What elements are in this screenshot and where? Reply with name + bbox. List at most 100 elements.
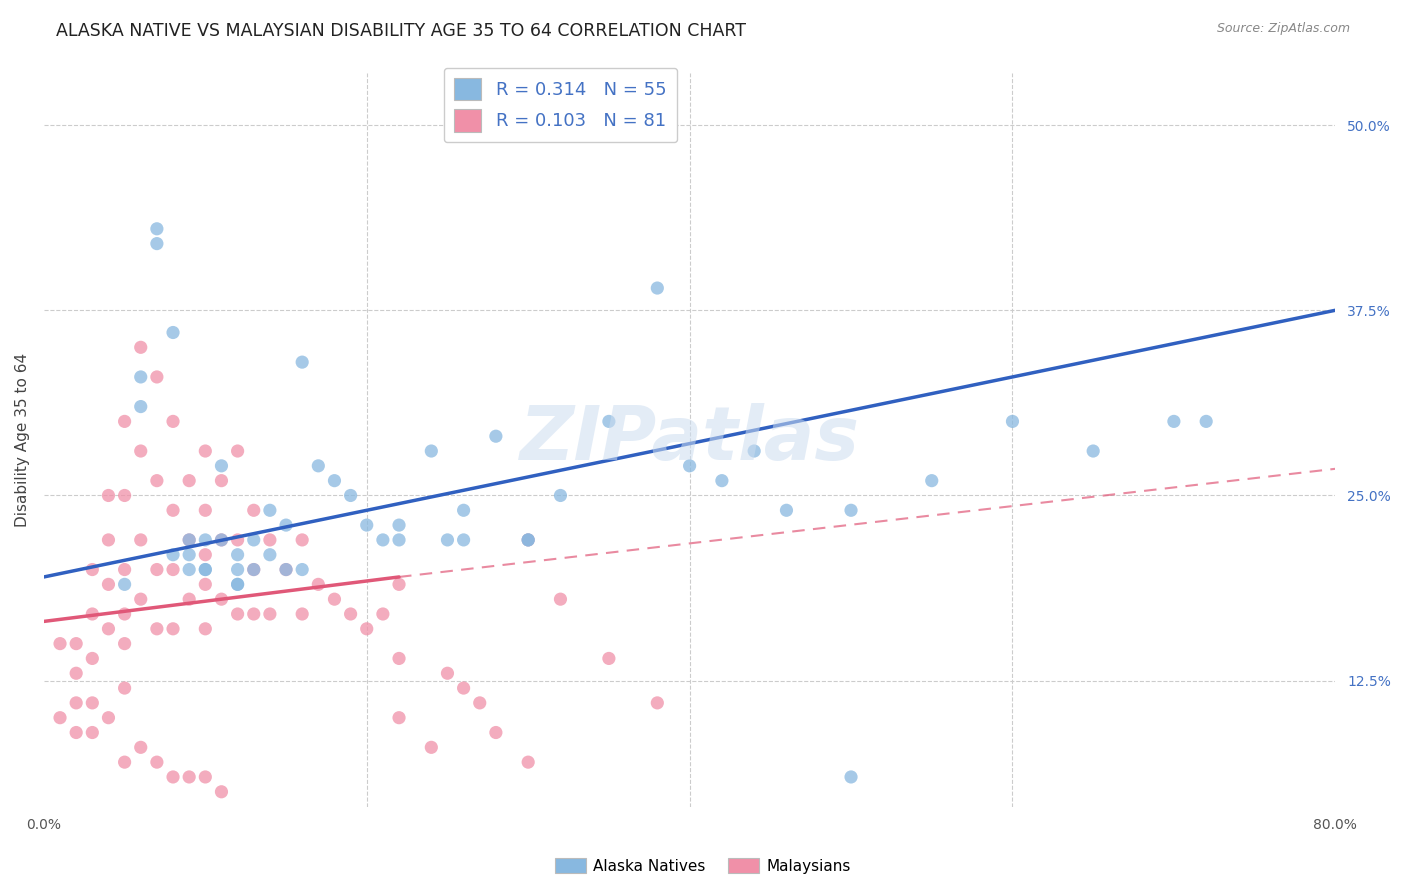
Point bbox=[274, 563, 297, 577]
Point bbox=[194, 548, 217, 562]
Point bbox=[179, 563, 201, 577]
Point bbox=[146, 622, 169, 636]
Point bbox=[114, 577, 136, 591]
Point bbox=[162, 414, 184, 428]
Point bbox=[550, 488, 572, 502]
Point bbox=[388, 533, 411, 547]
Point bbox=[436, 666, 458, 681]
Point bbox=[242, 503, 264, 517]
Point bbox=[291, 563, 314, 577]
Point bbox=[114, 637, 136, 651]
Point bbox=[242, 533, 264, 547]
Point bbox=[162, 770, 184, 784]
Point bbox=[97, 711, 120, 725]
Point bbox=[291, 533, 314, 547]
Point bbox=[307, 577, 329, 591]
Point bbox=[146, 370, 169, 384]
Point bbox=[226, 533, 249, 547]
Point bbox=[97, 533, 120, 547]
Point bbox=[146, 221, 169, 235]
Point bbox=[211, 533, 233, 547]
Point bbox=[194, 622, 217, 636]
Point bbox=[517, 533, 540, 547]
Point bbox=[97, 622, 120, 636]
Point bbox=[371, 607, 394, 621]
Point bbox=[339, 488, 361, 502]
Point bbox=[194, 503, 217, 517]
Point bbox=[291, 607, 314, 621]
Point bbox=[453, 681, 475, 695]
Point bbox=[194, 563, 217, 577]
Point bbox=[388, 577, 411, 591]
Point bbox=[226, 444, 249, 458]
Point bbox=[598, 651, 620, 665]
Point bbox=[114, 755, 136, 769]
Point bbox=[129, 740, 152, 755]
Point bbox=[82, 607, 104, 621]
Point bbox=[921, 474, 943, 488]
Point bbox=[179, 474, 201, 488]
Point bbox=[114, 414, 136, 428]
Point bbox=[226, 563, 249, 577]
Point bbox=[162, 563, 184, 577]
Point bbox=[517, 533, 540, 547]
Point bbox=[82, 651, 104, 665]
Point bbox=[678, 458, 700, 473]
Legend: R = 0.314   N = 55, R = 0.103   N = 81: R = 0.314 N = 55, R = 0.103 N = 81 bbox=[443, 68, 678, 143]
Point bbox=[114, 563, 136, 577]
Point bbox=[114, 488, 136, 502]
Text: Source: ZipAtlas.com: Source: ZipAtlas.com bbox=[1216, 22, 1350, 36]
Point bbox=[226, 577, 249, 591]
Point bbox=[453, 533, 475, 547]
Point bbox=[323, 474, 346, 488]
Point bbox=[242, 607, 264, 621]
Point bbox=[1083, 444, 1105, 458]
Point bbox=[356, 518, 378, 533]
Point bbox=[1163, 414, 1185, 428]
Point bbox=[468, 696, 491, 710]
Point bbox=[598, 414, 620, 428]
Point bbox=[517, 533, 540, 547]
Point bbox=[453, 503, 475, 517]
Point bbox=[647, 281, 669, 295]
Point bbox=[211, 785, 233, 799]
Point bbox=[146, 474, 169, 488]
Point bbox=[49, 637, 72, 651]
Point bbox=[162, 548, 184, 562]
Point bbox=[307, 458, 329, 473]
Point bbox=[129, 592, 152, 607]
Point bbox=[356, 622, 378, 636]
Point bbox=[647, 696, 669, 710]
Point bbox=[291, 355, 314, 369]
Point bbox=[226, 577, 249, 591]
Point bbox=[388, 651, 411, 665]
Point bbox=[114, 681, 136, 695]
Point bbox=[436, 533, 458, 547]
Point bbox=[485, 429, 508, 443]
Point bbox=[211, 474, 233, 488]
Point bbox=[710, 474, 733, 488]
Point bbox=[65, 666, 87, 681]
Point bbox=[129, 400, 152, 414]
Point bbox=[146, 563, 169, 577]
Point bbox=[323, 592, 346, 607]
Point bbox=[162, 326, 184, 340]
Point bbox=[839, 503, 862, 517]
Point bbox=[839, 770, 862, 784]
Point bbox=[226, 548, 249, 562]
Point bbox=[211, 592, 233, 607]
Point bbox=[129, 340, 152, 354]
Y-axis label: Disability Age 35 to 64: Disability Age 35 to 64 bbox=[15, 353, 30, 527]
Point bbox=[129, 444, 152, 458]
Point bbox=[259, 607, 281, 621]
Point bbox=[420, 444, 443, 458]
Point bbox=[420, 740, 443, 755]
Text: ZIPatlas: ZIPatlas bbox=[520, 403, 859, 476]
Point bbox=[388, 518, 411, 533]
Point bbox=[226, 607, 249, 621]
Point bbox=[82, 696, 104, 710]
Text: ALASKA NATIVE VS MALAYSIAN DISABILITY AGE 35 TO 64 CORRELATION CHART: ALASKA NATIVE VS MALAYSIAN DISABILITY AG… bbox=[56, 22, 747, 40]
Point bbox=[274, 563, 297, 577]
Point bbox=[211, 533, 233, 547]
Point bbox=[65, 725, 87, 739]
